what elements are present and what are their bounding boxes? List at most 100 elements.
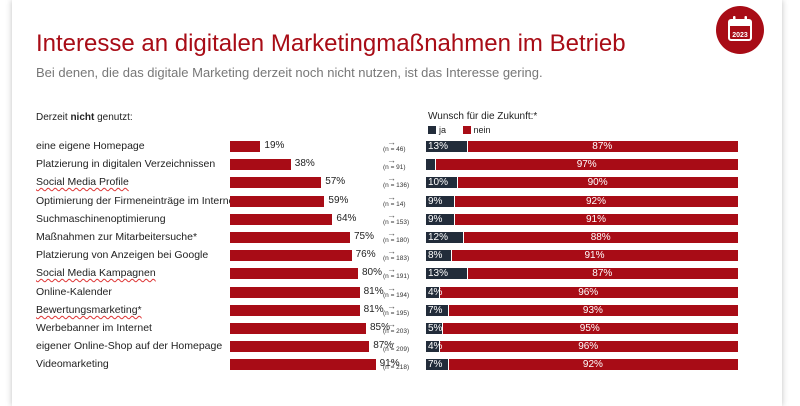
arrow-icon: → (387, 228, 396, 238)
bar-not-used (230, 196, 325, 207)
segment-ja-label: 4% (428, 287, 443, 298)
calendar-badge: 2023 (716, 6, 764, 54)
badge-year: 2023 (732, 32, 748, 39)
bar-value-label: 80% (362, 267, 383, 278)
stacked-bar: 4% 96% (426, 287, 738, 298)
segment-nein-label: 87% (592, 268, 613, 279)
left-chart-header: Derzeit nicht genutzt: (36, 112, 133, 123)
segment-ja-label: 13% (428, 268, 449, 279)
segment-nein-label: 96% (578, 287, 599, 298)
sample-size-label: (n = 218) (383, 364, 410, 371)
segment-divider (457, 177, 459, 188)
bar-value-label: 57% (325, 176, 346, 187)
bar-value-label: 59% (328, 195, 349, 206)
sample-size-label: (n = 14) (383, 201, 406, 208)
category-label: Videomarketing (36, 358, 109, 370)
segment-nein (438, 287, 738, 298)
segment-nein (441, 323, 738, 334)
sample-size-label: (n = 209) (383, 346, 410, 353)
segment-divider (454, 196, 456, 207)
segment-divider (454, 214, 456, 225)
arrow-icon: → (387, 301, 396, 311)
stacked-bar: 13% 87% (426, 268, 738, 279)
segment-nein-label: 87% (592, 141, 613, 152)
stacked-bar: 7% 93% (426, 305, 738, 316)
legend: ja nein (428, 125, 505, 135)
bar-not-used (230, 287, 360, 298)
segment-nein-label: 93% (582, 305, 603, 316)
bar-value-label: 38% (294, 158, 315, 169)
segment-ja (426, 214, 455, 225)
category-label: Platzierung von Anzeigen bei Google (36, 249, 209, 261)
bar-not-used (230, 359, 376, 370)
segment-ja-label: 5% (428, 323, 443, 334)
segment-ja (426, 359, 448, 370)
sample-size-label: (n = 136) (383, 182, 410, 189)
segment-divider (447, 305, 449, 316)
page-subtitle: Bei denen, die das digitale Marketing de… (36, 65, 543, 80)
segment-nein (447, 305, 738, 316)
segment-divider (438, 341, 440, 352)
category-label: eine eigene Homepage (36, 140, 145, 152)
bar-not-used (230, 341, 370, 352)
bar-not-used (230, 268, 358, 279)
bar-not-used (230, 232, 350, 243)
category-label: Social Media Kampagnen (36, 267, 156, 279)
segment-nein (438, 341, 738, 352)
right-chart-header: Wunsch für die Zukunft:* (428, 111, 538, 122)
category-label: Social Media Profile (36, 176, 129, 188)
segment-divider (447, 359, 449, 370)
segment-ja (426, 196, 455, 207)
sample-size-label: (n = 194) (383, 292, 410, 299)
stacked-bar: 97% (426, 159, 738, 170)
segment-nein-label: 95% (579, 323, 600, 334)
bar-value-label: 87% (373, 340, 394, 351)
segment-nein-label: 88% (590, 232, 611, 243)
sample-size-label: (n = 46) (383, 146, 406, 153)
sample-size-label: (n = 183) (383, 255, 410, 262)
segment-ja (426, 250, 451, 261)
segment-nein-label: 91% (584, 250, 605, 261)
segment-divider (441, 323, 443, 334)
segment-nein (454, 214, 738, 225)
arrow-icon: → (387, 246, 396, 256)
segment-nein (463, 232, 738, 243)
stacked-bar: 12% 88% (426, 232, 738, 243)
segment-ja-label: 7% (428, 359, 443, 370)
stacked-bar: 13% 87% (426, 141, 738, 152)
stacked-bar: 10% 90% (426, 177, 738, 188)
sample-size-label: (n = 153) (383, 219, 410, 226)
segment-ja (426, 323, 442, 334)
segment-nein (435, 159, 738, 170)
segment-divider (463, 232, 465, 243)
sample-size-label: (n = 91) (383, 164, 406, 171)
segment-ja-label: 13% (428, 141, 449, 152)
stacked-bar: 5% 95% (426, 323, 738, 334)
segment-ja (426, 177, 458, 188)
segment-ja (426, 287, 439, 298)
bar-value-label: 91% (379, 358, 400, 369)
page-title: Interesse an digitalen Marketingmaßnahme… (36, 30, 626, 57)
bar-not-used (230, 214, 333, 225)
segment-ja-label: 10% (428, 177, 449, 188)
segment-ja (426, 232, 464, 243)
legend-item-ja: ja (428, 125, 446, 135)
segment-nein (447, 359, 738, 370)
bar-not-used (230, 250, 352, 261)
arrow-icon: → (387, 155, 396, 165)
category-label: Suchmaschinenoptimierung (36, 213, 166, 225)
arrow-icon: → (387, 137, 396, 147)
stacked-bar: 9% 91% (426, 214, 738, 225)
segment-nein (451, 250, 738, 261)
stacked-bar: 9% 92% (426, 196, 738, 207)
segment-ja-label: 9% (428, 214, 443, 225)
arrow-icon: → (387, 173, 396, 183)
category-label: Optimierung der Firmeneinträge im Intern… (36, 195, 238, 207)
segment-nein-label: 92% (582, 359, 603, 370)
segment-nein (466, 141, 738, 152)
segment-divider (451, 250, 452, 261)
legend-item-nein: nein (462, 125, 491, 135)
bar-value-label: 75% (354, 231, 375, 242)
stacked-bar: 4% 96% (426, 341, 738, 352)
sample-size-label: (n = 203) (383, 328, 410, 335)
